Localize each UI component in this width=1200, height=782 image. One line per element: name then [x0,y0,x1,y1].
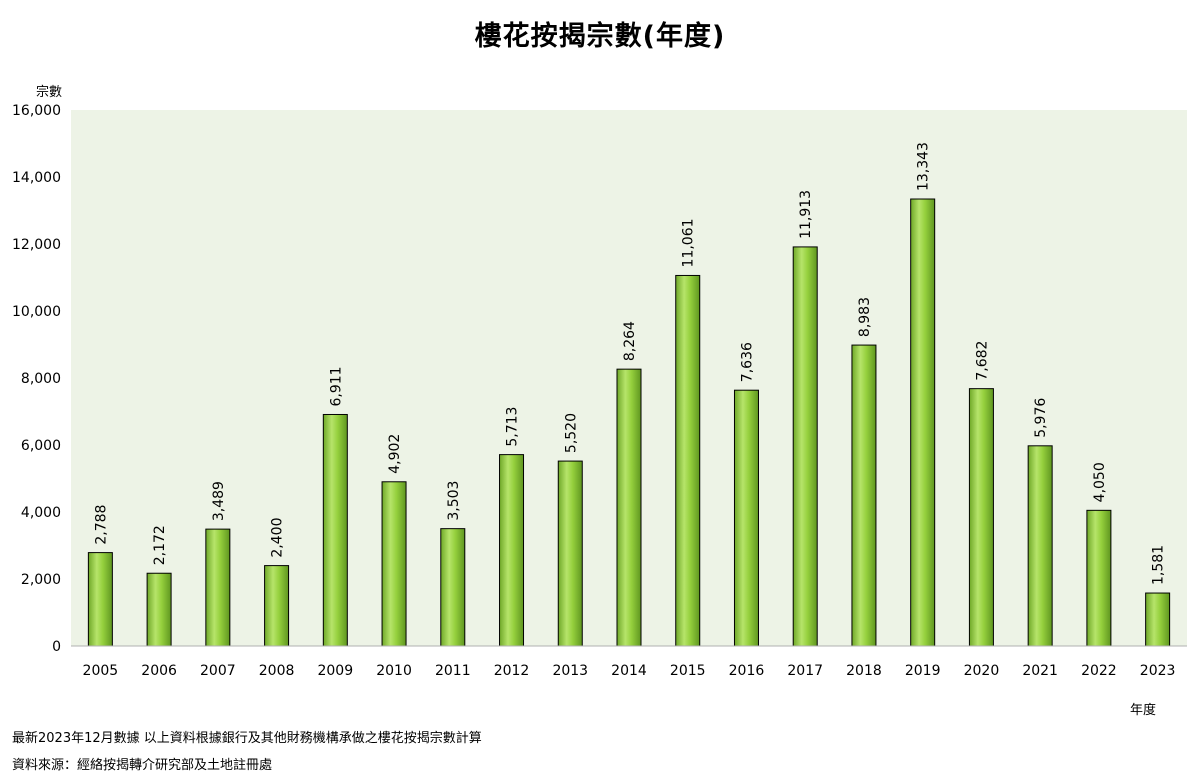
bar-2006 [146,572,172,647]
y-tick-label-8000: 8,000 [21,371,61,387]
x-axis-title: 年度 [1130,702,1156,718]
footnote-data-note: 最新2023年12月數據 以上資料根據銀行及其他財務機構承做之樓花按揭宗數計算 [12,731,482,746]
data-label-2015: 11,061 [681,218,697,267]
data-label-2006: 2,172 [152,525,168,565]
bar-2009 [322,413,348,647]
x-tick-label-2018: 2018 [846,663,882,679]
bar-2022 [1086,509,1112,647]
bar-2005 [87,552,113,647]
data-label-2016: 7,636 [739,342,755,382]
x-tick-label-2017: 2017 [787,663,823,679]
x-tick-label-2020: 2020 [964,663,1000,679]
data-label-2014: 8,264 [622,321,638,361]
x-tick-label-2008: 2008 [259,663,295,679]
x-tick-label-2014: 2014 [611,663,647,679]
y-tick-label-2000: 2,000 [21,572,61,588]
data-label-2009: 6,911 [328,366,344,406]
bar-2023 [1145,592,1171,647]
bar-2011 [440,528,466,647]
y-axis-title: 宗數 [36,84,62,100]
x-tick-label-2015: 2015 [670,663,706,679]
x-tick-label-2005: 2005 [83,663,119,679]
bar-2021 [1027,445,1053,647]
x-tick-label-2011: 2011 [435,663,471,679]
data-label-2007: 3,489 [211,481,227,521]
y-tick-label-12000: 12,000 [12,237,61,253]
data-label-2010: 4,902 [387,434,403,474]
data-label-2013: 5,520 [563,413,579,453]
x-tick-label-2007: 2007 [200,663,236,679]
data-label-2017: 11,913 [798,190,814,239]
x-tick-label-2019: 2019 [905,663,941,679]
x-tick-label-2022: 2022 [1081,663,1117,679]
x-tick-label-2010: 2010 [376,663,412,679]
x-tick-label-2016: 2016 [729,663,765,679]
chart-title: 樓花按揭宗數(年度) [474,21,726,52]
bar-2013 [557,460,583,647]
x-tick-label-2012: 2012 [494,663,530,679]
x-tick-label-2006: 2006 [141,663,177,679]
y-tick-label-0: 0 [52,639,61,655]
data-label-2020: 7,682 [974,341,990,381]
x-tick-label-2021: 2021 [1022,663,1058,679]
data-label-2018: 8,983 [857,297,873,337]
data-label-2012: 5,713 [505,407,521,447]
bar-2019 [910,198,936,647]
bar-2007 [205,528,231,647]
x-tick-label-2023: 2023 [1140,663,1176,679]
x-tick-label-2013: 2013 [552,663,588,679]
data-label-2005: 2,788 [93,505,109,545]
y-tick-label-4000: 4,000 [21,505,61,521]
bar-2010 [381,481,407,647]
footnote-source: 資料來源：經絡按揭轉介研究部及土地註冊處 [12,758,273,773]
bar-2014 [616,368,642,647]
data-label-2011: 3,503 [446,481,462,521]
y-tick-label-10000: 10,000 [12,304,61,320]
data-label-2022: 4,050 [1092,462,1108,502]
data-label-2023: 1,581 [1151,545,1167,585]
bar-2016 [733,389,759,647]
data-label-2021: 5,976 [1033,398,1049,438]
y-tick-label-14000: 14,000 [12,170,61,186]
bar-2008 [264,565,290,647]
bar-2020 [968,388,994,647]
data-label-2008: 2,400 [270,518,286,558]
y-tick-label-16000: 16,000 [12,103,61,119]
x-tick-label-2009: 2009 [317,663,353,679]
bar-2018 [851,344,877,647]
bar-2017 [792,246,818,647]
data-label-2019: 13,343 [916,142,932,191]
y-tick-label-6000: 6,000 [21,438,61,454]
bar-2015 [675,274,701,647]
bar-2012 [499,454,525,647]
